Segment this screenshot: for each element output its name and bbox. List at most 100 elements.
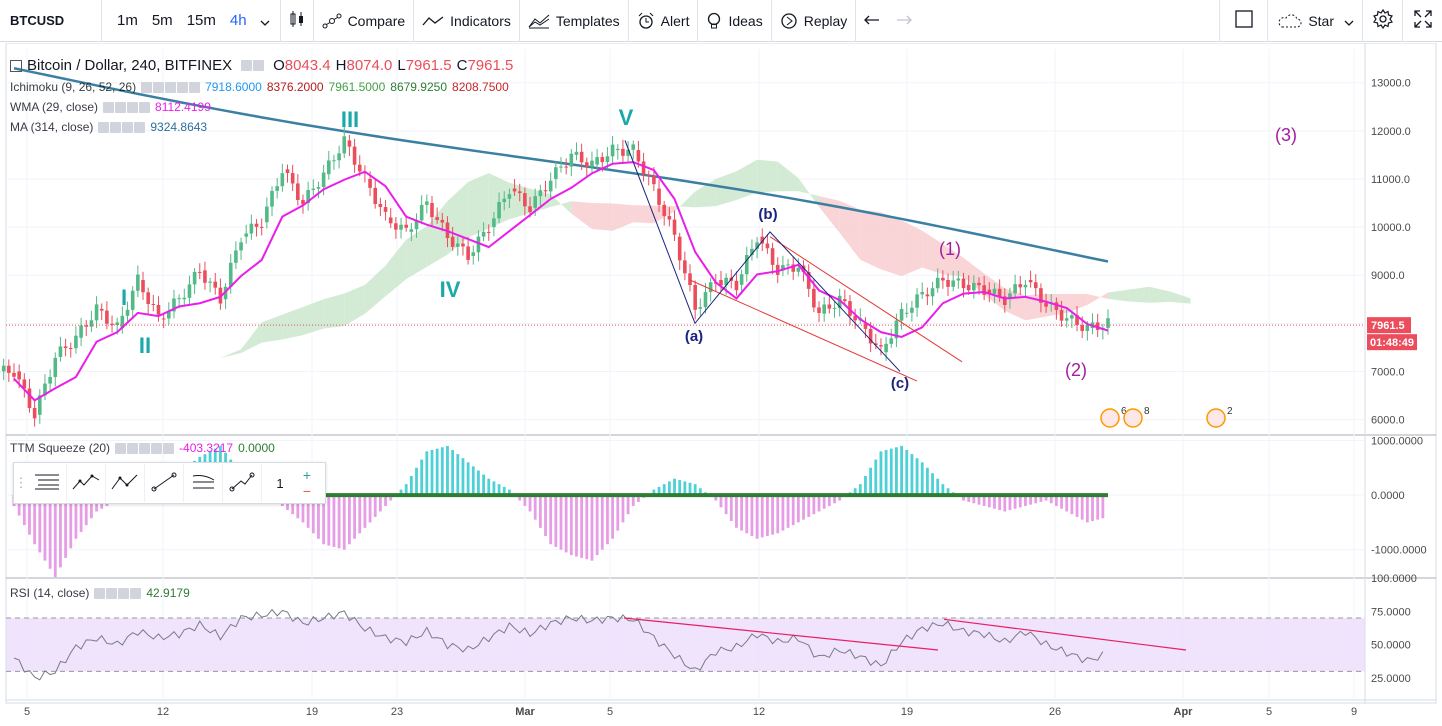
- redo-button[interactable]: [888, 0, 920, 42]
- undo-button[interactable]: [855, 0, 888, 42]
- candle-body: [699, 307, 703, 309]
- top-toolbar: BTCUSD 1m 5m 15m 4h Compare Indicators T…: [0, 0, 1442, 42]
- candle-body: [425, 201, 429, 204]
- legend-buttons[interactable]: [115, 443, 174, 454]
- alert-button[interactable]: Alert: [628, 0, 698, 42]
- lines-icon: [34, 473, 60, 494]
- wave-label: III: [341, 107, 359, 132]
- rsi-band: [6, 618, 1365, 671]
- ichimoku-cloud: [386, 240, 407, 297]
- y-tick-label: 10000.0: [1371, 222, 1411, 234]
- ttm-legend: TTM Squeeze (20) -403.3217 0.0000: [10, 441, 275, 455]
- legend-buttons[interactable]: [103, 102, 150, 113]
- candle-body: [1044, 303, 1048, 307]
- ttm-bar: [611, 495, 614, 539]
- chart-area[interactable]: 13000.012000.011000.010000.09000.08000.0…: [0, 43, 1442, 723]
- compare-button[interactable]: Compare: [313, 0, 414, 42]
- interval-4h[interactable]: 4h: [223, 12, 254, 29]
- candle-body: [580, 152, 584, 162]
- elliott-correction-tool[interactable]: [106, 464, 145, 502]
- candle-body: [812, 289, 816, 308]
- drag-handle[interactable]: ⋮: [14, 475, 28, 491]
- ttm-bar: [544, 495, 547, 536]
- candle-body: [105, 311, 109, 324]
- candle-body: [466, 246, 470, 259]
- candle-body: [244, 234, 248, 237]
- ideas-button[interactable]: Ideas: [697, 0, 770, 42]
- candle-body: [673, 220, 677, 235]
- ttm-bar: [807, 495, 810, 517]
- candle-body: [967, 285, 971, 291]
- fullscreen-layout-button[interactable]: [1219, 0, 1267, 42]
- ttm-bar: [1091, 495, 1094, 521]
- replay-button[interactable]: Replay: [771, 0, 856, 42]
- candle-body: [317, 187, 321, 189]
- indicators-button[interactable]: Indicators: [413, 0, 519, 42]
- replay-icon: [780, 12, 798, 30]
- ttm-bar: [338, 495, 341, 548]
- legend-buttons[interactable]: [241, 60, 264, 71]
- ichimoku-cloud: [1129, 287, 1150, 303]
- candle-body: [889, 338, 893, 344]
- trend-line-tool[interactable]: [145, 464, 184, 502]
- legend-buttons[interactable]: [94, 588, 141, 599]
- fib-tool[interactable]: [184, 464, 223, 502]
- candle-body: [379, 204, 383, 207]
- legend-buttons[interactable]: [98, 122, 145, 133]
- open-value: 8043.4: [285, 57, 331, 74]
- chart-type-button[interactable]: [280, 0, 313, 42]
- ttm-bar: [482, 475, 485, 495]
- ttm-bar: [436, 449, 439, 495]
- ichimoku-value: 8679.9250: [390, 80, 447, 94]
- candle-body: [281, 173, 285, 186]
- legend-buttons[interactable]: [141, 82, 200, 93]
- interval-1m[interactable]: 1m: [110, 12, 145, 29]
- path-tool[interactable]: [223, 464, 262, 502]
- channel-line: [690, 280, 917, 381]
- lines-tool[interactable]: [28, 464, 67, 502]
- y-tick-label: 100.0000: [1371, 573, 1417, 585]
- chevron-down-icon[interactable]: [254, 13, 276, 29]
- price-chart[interactable]: 13000.012000.011000.010000.09000.08000.0…: [0, 43, 1442, 723]
- ttm-bar: [735, 495, 738, 528]
- candle-body: [404, 225, 408, 228]
- candle-body: [430, 203, 434, 217]
- templates-button[interactable]: Templates: [519, 0, 628, 42]
- ttm-bar: [874, 460, 877, 496]
- candle-body: [250, 224, 254, 234]
- symbol-search[interactable]: BTCUSD: [0, 0, 102, 42]
- elliott-impulse-tool[interactable]: [67, 464, 106, 502]
- candle-body: [53, 358, 57, 377]
- ttm-value: 0.0000: [238, 441, 275, 455]
- candle-body: [590, 161, 594, 167]
- ttm-bar: [420, 460, 423, 496]
- candle-body: [621, 149, 625, 156]
- candle-body: [884, 344, 888, 352]
- interval-15m[interactable]: 15m: [180, 12, 223, 29]
- interval-5m[interactable]: 5m: [145, 12, 180, 29]
- ttm-bar: [936, 479, 939, 495]
- settings-button[interactable]: [1362, 0, 1402, 42]
- ttm-bar: [549, 495, 552, 544]
- ttm-bar: [911, 454, 914, 495]
- candle-body: [936, 278, 940, 288]
- x-tick-label: 23: [391, 706, 403, 718]
- collapse-icon[interactable]: [10, 60, 22, 72]
- candle-body: [668, 216, 672, 220]
- candle-body: [915, 294, 919, 307]
- candle-body: [2, 366, 6, 372]
- star-button[interactable]: Star: [1267, 0, 1362, 42]
- wave-label: II: [139, 333, 151, 358]
- ttm-bar: [823, 495, 826, 509]
- remove-button[interactable]: −: [303, 483, 311, 499]
- candle-body: [157, 305, 161, 315]
- add-button[interactable]: +: [303, 467, 311, 483]
- candle-body: [198, 272, 202, 273]
- ichimoku-cloud: [303, 299, 324, 335]
- ttm-value: -403.3217: [179, 441, 233, 455]
- compare-label: Compare: [348, 13, 406, 29]
- candle-body: [384, 207, 388, 212]
- candle-body: [920, 292, 924, 294]
- fullscreen-button[interactable]: [1402, 0, 1442, 42]
- candle-body: [90, 320, 94, 326]
